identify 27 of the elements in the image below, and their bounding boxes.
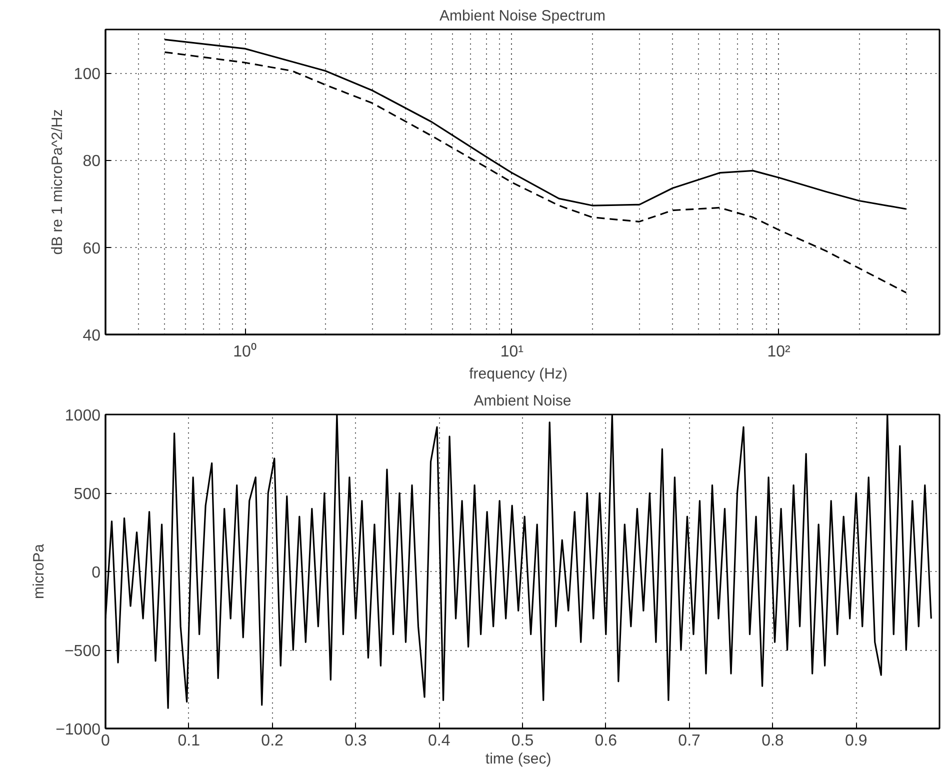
x-tick-label: 0.6: [594, 732, 618, 750]
x-tick-label: 10¹: [500, 344, 524, 360]
x-tick-label: 0.8: [762, 732, 784, 750]
y-tick-label: 100: [74, 66, 101, 84]
y-tick-label: 0: [92, 564, 101, 582]
y-tick-label: 40: [82, 328, 101, 344]
y-axis-title: microPa: [30, 543, 48, 600]
x-tick-label: 10⁰: [233, 342, 257, 360]
y-tick-label: −1000: [56, 722, 101, 738]
x-tick-label: 0.4: [428, 732, 450, 750]
y-tick-label: 60: [82, 240, 101, 258]
y-axis-title: dB re 1 microPa^2/Hz: [48, 109, 66, 255]
y-tick-label: 500: [74, 486, 101, 503]
chart-title: Ambient Noise Spectrum: [440, 8, 606, 24]
x-tick-label: 0.7: [678, 732, 701, 750]
x-tick-label: 0.5: [511, 732, 534, 750]
x-axis-title: frequency (Hz): [469, 366, 568, 382]
x-tick-label: 0.2: [261, 732, 284, 750]
x-tick-label: 0.3: [344, 732, 367, 750]
y-tick-label: −500: [64, 643, 101, 660]
x-tick-label: 0.9: [844, 732, 868, 750]
y-tick-label: 80: [82, 153, 101, 170]
x-tick-label: 0.1: [178, 732, 200, 750]
y-tick-label: 1000: [64, 408, 101, 424]
chart-title: Ambient Noise: [474, 392, 572, 410]
x-tick-label: 10²: [767, 344, 792, 360]
x-axis-title: time (sec): [485, 750, 552, 768]
